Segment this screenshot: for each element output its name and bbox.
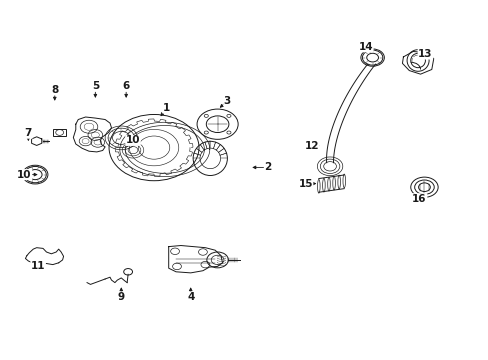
Text: 10: 10: [125, 135, 140, 145]
Text: 9: 9: [118, 292, 124, 302]
Text: 4: 4: [186, 292, 194, 302]
Text: 6: 6: [122, 81, 129, 91]
Bar: [53, 129, 66, 136]
Text: 5: 5: [92, 81, 99, 91]
Text: 13: 13: [417, 49, 432, 59]
Text: 16: 16: [411, 194, 426, 204]
Text: 2: 2: [264, 162, 271, 172]
Text: 15: 15: [298, 179, 312, 189]
Text: 8: 8: [51, 85, 58, 95]
Text: 7: 7: [24, 128, 32, 138]
Text: 14: 14: [358, 42, 372, 52]
Text: 12: 12: [304, 141, 319, 151]
Text: 10: 10: [17, 170, 32, 180]
Text: 3: 3: [224, 96, 230, 106]
Text: 11: 11: [31, 261, 45, 271]
Text: 1: 1: [163, 103, 169, 113]
